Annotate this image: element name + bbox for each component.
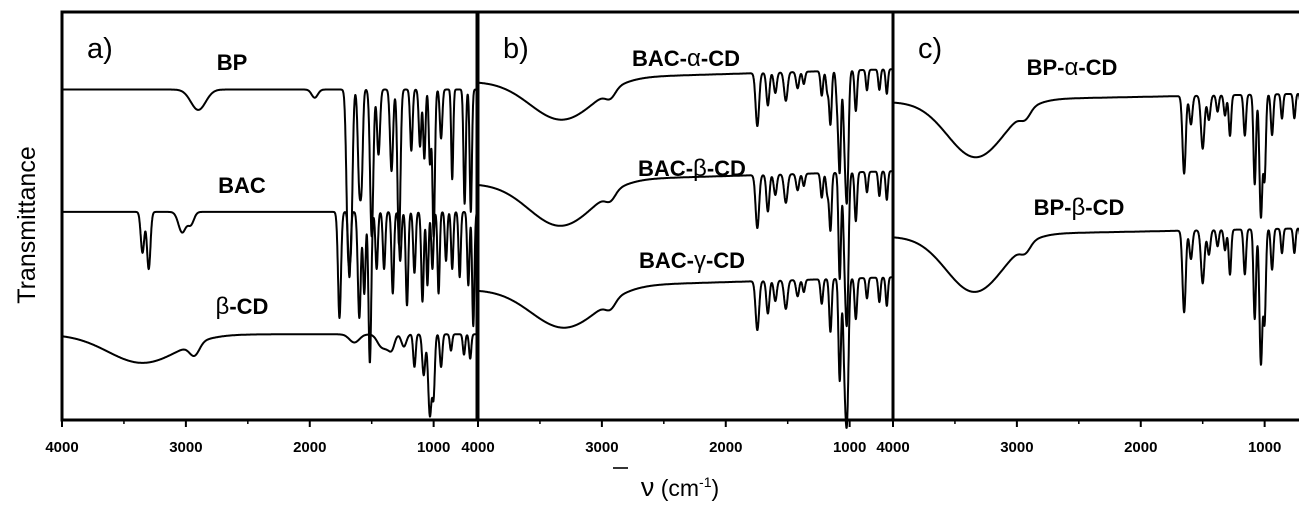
x-tick-label: 4000 [461,439,494,456]
x-tick-label: 3000 [169,439,202,456]
series-label: BAC [218,173,266,198]
series-label: BAC-β-CD [638,155,746,182]
spectrum-trace [477,170,894,328]
x-tick-label: 2000 [293,439,326,456]
spectrum-trace [61,88,478,268]
y-axis-label: Transmittance [13,146,41,303]
series-label-part: -CD [1078,55,1117,80]
series-label-part: BP- [1027,55,1065,80]
series-label-greek: β [216,293,230,320]
series-label-greek: α [687,45,701,72]
series-label-part: -CD [1085,195,1124,220]
series-label-greek: γ [694,247,706,274]
spectrum-trace [61,210,478,364]
x-tick-label: 1000 [833,439,866,456]
series-label: BP-α-CD [1027,54,1118,81]
spectrum-trace [892,227,1299,366]
series-label-greek: β [1071,194,1085,221]
series-label-part: BAC [218,173,266,198]
series-label-part: -CD [707,156,746,181]
series-label-part: -CD [706,248,745,273]
x-tick-label: 1000 [1248,439,1281,456]
spectrum-trace [892,93,1299,219]
x-axis-label-symbol: ν [641,472,655,502]
panel-letter: a) [87,33,113,65]
series-label-part: -CD [229,294,268,319]
x-tick-label: 1000 [417,439,450,456]
panel-1: 4000 3000 2000 1000 a) BP BAC β-CD [45,10,479,456]
series-label-part: BAC- [632,46,687,71]
panel-frame [891,10,1299,422]
x-axis-label-close: ) [712,475,720,501]
series-label: BAC-α-CD [632,45,740,72]
series-label-part: BP [217,50,248,75]
x-tick-label: 4000 [876,439,909,456]
x-axis-label: ν (cm-1) [641,472,719,502]
panel-letter: b) [503,33,529,65]
series-label: β-CD [216,293,269,320]
spectrum-trace [477,68,894,205]
x-tick-label: 2000 [709,439,742,456]
panel-letter: c) [918,33,942,65]
x-tick-label: 3000 [585,439,618,456]
series-label-part: -CD [701,46,740,71]
series-label-part: BAC- [638,156,693,181]
series-label-part: BAC- [639,248,694,273]
series-label-greek: β [693,155,707,182]
spectrum-trace [477,276,894,429]
series-label: BP [217,50,248,75]
x-axis-label-exponent: -1 [699,474,712,490]
series-label-part: BP- [1034,195,1072,220]
spectrum-trace [61,333,478,418]
x-tick-label: 2000 [1124,439,1157,456]
series-label-greek: α [1064,54,1078,81]
series-label: BP-β-CD [1034,194,1125,221]
series-label: BAC-γ-CD [639,247,745,274]
x-tick-label: 4000 [45,439,78,456]
x-tick-label: 3000 [1000,439,1033,456]
x-axis-label-unit: (cm [654,475,699,501]
